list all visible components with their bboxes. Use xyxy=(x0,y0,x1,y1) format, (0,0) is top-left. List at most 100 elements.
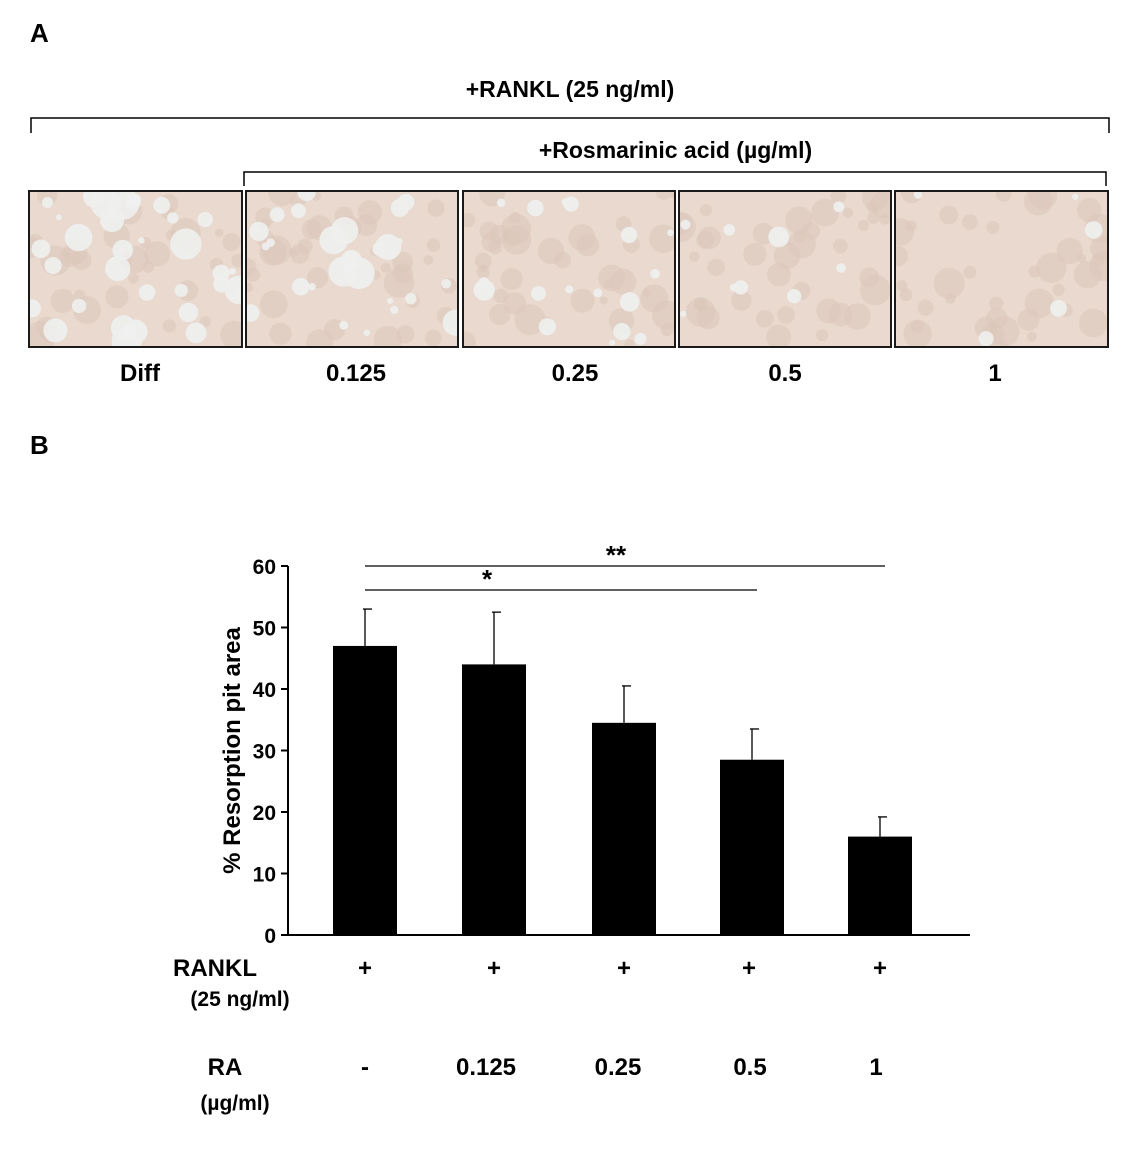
resorption-pit xyxy=(395,237,403,245)
resorption-pit xyxy=(531,285,546,301)
y-tick-label: 40 xyxy=(253,679,276,702)
panel-a-letter: A xyxy=(30,18,49,48)
bar xyxy=(848,836,912,935)
resorption-pit xyxy=(291,277,310,296)
micrograph-1 xyxy=(894,190,1109,348)
rankl-value: + xyxy=(357,955,372,982)
resorption-pit xyxy=(913,192,923,199)
ra-row-label: RA xyxy=(207,1054,243,1081)
rankl-bracket-label: +RANKL (25 ng/ml) xyxy=(465,76,675,102)
micrograph-label: Diff xyxy=(120,360,160,387)
resorption-pit xyxy=(405,293,417,305)
resorption-pit xyxy=(538,318,556,336)
resorption-pit xyxy=(733,280,749,295)
resorption-pit xyxy=(110,315,137,341)
micrograph-label: 0.5 xyxy=(768,360,802,387)
resorption-pit xyxy=(82,192,106,208)
resorption-pit xyxy=(442,309,457,336)
resorption-pit xyxy=(297,192,316,202)
resorption-pit xyxy=(197,211,213,228)
rankl-value: + xyxy=(486,955,501,982)
resorption-pit xyxy=(105,256,131,282)
significance-marker: ** xyxy=(606,540,627,570)
bar xyxy=(462,664,526,935)
micrograph-label: 0.25 xyxy=(551,360,599,387)
y-tick-label: 60 xyxy=(253,556,276,579)
resorption-pit xyxy=(619,292,640,312)
resorption-pit xyxy=(613,323,631,341)
resorption-pit xyxy=(496,198,506,208)
resorption-pit xyxy=(390,305,399,315)
resorption-pit xyxy=(291,203,306,219)
resorption-pit xyxy=(31,239,51,259)
ra-value: 0.25 xyxy=(594,1054,642,1081)
y-axis-label: % Resorption pit area xyxy=(219,626,246,873)
rankl-row-sublabel: (25 ng/ml) xyxy=(190,988,290,1011)
resorption-pit xyxy=(71,298,87,314)
resorption-pit xyxy=(593,288,603,298)
resorption-pit xyxy=(339,320,349,330)
bracket-lines xyxy=(30,117,1110,186)
resorption-pit xyxy=(170,228,202,260)
resorption-pit xyxy=(667,229,674,237)
resorption-pit xyxy=(44,257,62,275)
resorption-pit xyxy=(729,283,738,292)
rankl-row-label: RANKL xyxy=(173,955,257,982)
y-tick-label: 30 xyxy=(253,741,276,764)
resorption-pit xyxy=(55,214,62,221)
resorption-pit xyxy=(138,237,145,244)
resorption-pit xyxy=(229,267,236,275)
resorption-pit xyxy=(64,223,93,252)
ra-row-sublabel: (µg/ml) xyxy=(200,1092,270,1115)
rankl-value: + xyxy=(741,955,756,982)
micrograph-0-25 xyxy=(462,190,676,348)
rankl-value: + xyxy=(872,955,887,982)
resorption-pit xyxy=(527,199,544,217)
bar xyxy=(592,722,656,935)
micrograph-0-5 xyxy=(678,190,892,348)
resorption-pit xyxy=(779,231,786,239)
resorption-pit xyxy=(100,208,125,233)
micrograph-diff xyxy=(28,190,243,348)
resorption-pit xyxy=(473,279,495,301)
resorption-pit xyxy=(1084,221,1103,239)
resorption-pit xyxy=(41,197,53,208)
resorption-pit xyxy=(167,212,179,224)
bar xyxy=(333,645,397,935)
resorption-pit xyxy=(561,198,570,207)
resorption-pit xyxy=(650,268,660,279)
resorption-pit xyxy=(363,329,370,336)
resorption-pit xyxy=(213,275,230,293)
micrograph-0-125 xyxy=(245,190,459,348)
resorption-pit xyxy=(375,234,402,261)
resorption-pit xyxy=(138,284,156,301)
resorption-pit xyxy=(185,322,207,344)
resorption-pit xyxy=(233,288,241,299)
resorption-pit xyxy=(833,201,845,213)
y-tick-label: 0 xyxy=(264,925,276,948)
resorption-pit xyxy=(978,331,994,346)
resorption-pit xyxy=(266,238,276,247)
resorption-pit xyxy=(441,278,452,289)
y-tick-label: 50 xyxy=(253,618,276,641)
resorption-pit xyxy=(153,196,171,214)
ra-value: 0.5 xyxy=(733,1054,767,1081)
resorption-pit xyxy=(680,310,687,318)
ra-value: 1 xyxy=(869,1054,883,1081)
resorption-pit xyxy=(620,226,638,244)
resorption-pit xyxy=(1050,299,1067,317)
resorption-pit xyxy=(565,285,574,294)
ra-value: - xyxy=(361,1054,369,1081)
resorption-pit xyxy=(397,193,415,211)
resorption-pit xyxy=(249,221,269,242)
resorption-pit xyxy=(387,297,394,305)
ra-value: 0.125 xyxy=(455,1054,517,1081)
bar xyxy=(720,759,784,935)
resorption-pit xyxy=(340,249,362,271)
resorption-pit xyxy=(174,283,188,298)
resorption-pit xyxy=(836,263,846,273)
y-tick-label: 10 xyxy=(253,864,276,887)
resorption-pit xyxy=(723,224,736,236)
resorption-pit xyxy=(308,283,316,291)
resorption-pit xyxy=(247,304,260,322)
